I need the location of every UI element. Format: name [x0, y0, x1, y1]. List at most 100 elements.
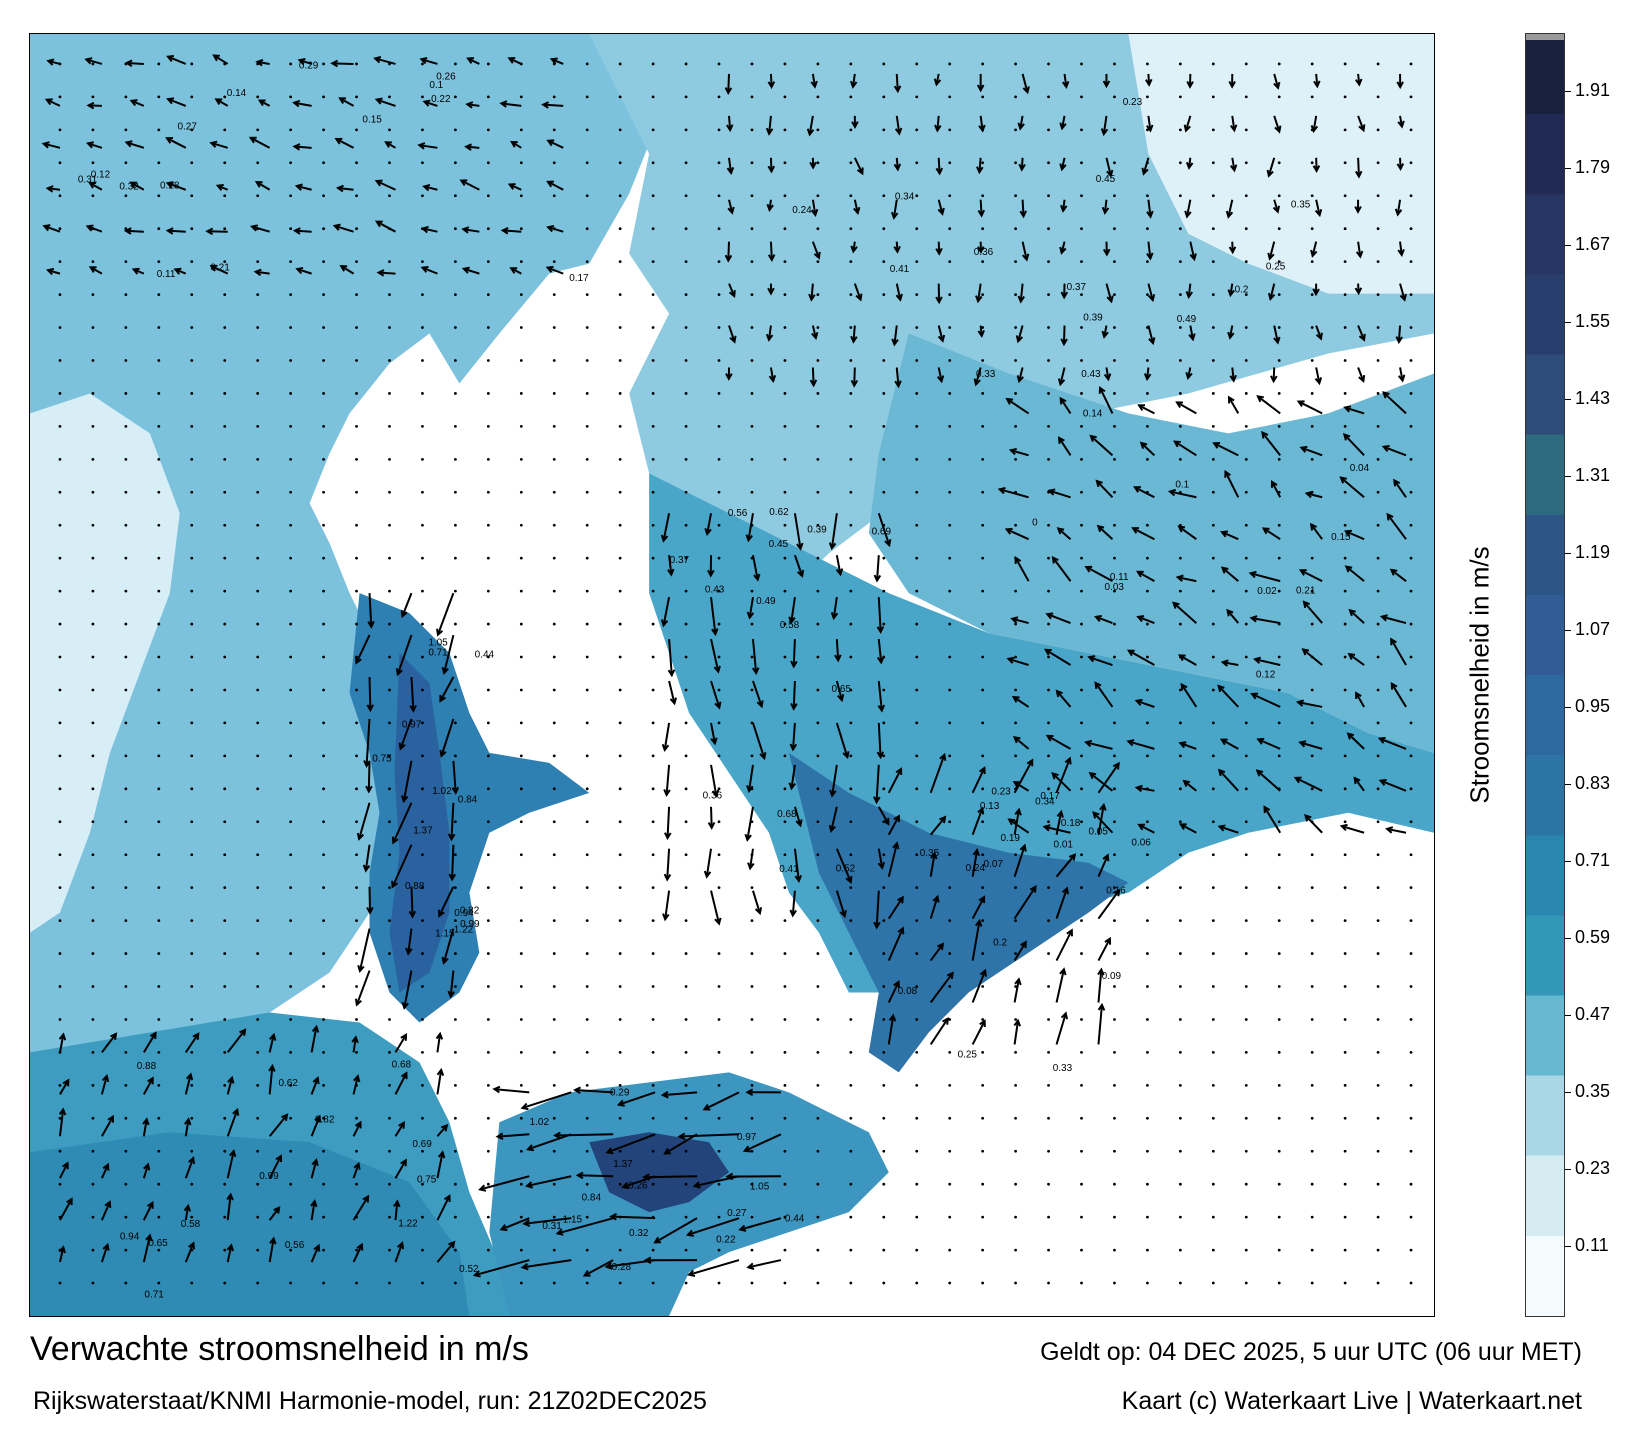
colorbar-tick-label: 0.83 [1575, 773, 1611, 794]
speed-label: 0.22 [716, 1235, 736, 1246]
colorbar-tick-label: 1.67 [1575, 233, 1611, 254]
colorbar-tick-label: 1.55 [1575, 310, 1611, 331]
speed-label: 0.35 [920, 848, 940, 859]
speed-label: 0.25 [1266, 261, 1286, 272]
speed-label: 0.21 [210, 263, 230, 274]
speed-label: 0.68 [392, 1059, 412, 1070]
valid-time: Geldt op: 04 DEC 2025, 5 uur UTC (06 uur… [1040, 1338, 1582, 1366]
speed-label: 0.23 [991, 786, 1011, 797]
speed-label: 0.16 [1106, 885, 1126, 896]
speed-label: 0.68 [777, 809, 797, 820]
speed-label: 0.13 [980, 801, 1000, 812]
grid-dots [58, 62, 1413, 1285]
speed-label: 0.28 [160, 180, 180, 191]
speed-label: 0.23 [1123, 97, 1143, 108]
speed-label: 0.18 [1061, 818, 1081, 829]
speed-labels: 0.21 0.1 0.17 0.15 0.14 0.12 0.11 0.22 0.31 0.29 0… [78, 60, 1370, 1300]
speed-label: 1.15 [435, 929, 455, 940]
colorbar-tick-label: 0.11 [1575, 1235, 1609, 1256]
colorbar-tick-label: 1.91 [1575, 79, 1611, 100]
current-arrows [41, 54, 1407, 1278]
speed-label: 0.88 [137, 1061, 157, 1072]
speed-label: 0.84 [582, 1192, 602, 1203]
speed-label: 0.11 [157, 269, 176, 280]
speed-label: 0.75 [417, 1174, 437, 1185]
speed-label: 0.65 [832, 684, 852, 695]
speed-label: 0.34 [1035, 797, 1055, 808]
water-north-light [1128, 34, 1434, 294]
speed-label: 0 [1032, 518, 1038, 529]
water-east-dark [788, 752, 1129, 1073]
speed-label: 0.45 [769, 539, 789, 550]
speed-label: 0.52 [459, 1264, 479, 1275]
speed-label: 0.43 [1081, 369, 1101, 380]
speed-label: 0.29 [299, 60, 319, 71]
speed-label: 0.35 [1291, 200, 1311, 211]
speed-label: 0.49 [1177, 314, 1197, 325]
speed-label: 0.62 [769, 507, 789, 518]
speed-label: 0.56 [285, 1240, 305, 1251]
speed-label: 0.39 [1083, 313, 1103, 324]
water-layer [30, 34, 1434, 1316]
speed-label: 0.94 [120, 1232, 140, 1243]
water-south-dark [589, 1132, 730, 1213]
speed-label: 0.33 [976, 369, 996, 380]
speed-label: 0.65 [148, 1238, 168, 1249]
speed-label: 0.62 [278, 1078, 298, 1089]
speed-label: 0.99 [259, 1171, 279, 1182]
speed-label: 0.17 [569, 273, 589, 284]
speed-label: 0.32 [119, 182, 139, 193]
speed-label: 0.08 [898, 986, 918, 997]
water-southwest-dark [30, 1132, 470, 1316]
speed-label: 0.32 [629, 1228, 649, 1239]
speed-label: 1.02 [530, 1117, 550, 1128]
colorbar-tick-label: 1.31 [1575, 464, 1611, 485]
speed-label: 0.26 [628, 1180, 648, 1191]
speed-label: 0.37 [670, 555, 690, 566]
speed-label: 0.41 [779, 864, 799, 875]
speed-label: 0.09 [1102, 971, 1122, 982]
speed-label: 0.71 [428, 647, 448, 658]
speed-label: 0.24 [966, 863, 986, 874]
speed-label: 0.31 [542, 1221, 562, 1232]
colorbar-tick-label: 0.47 [1575, 1004, 1611, 1025]
speed-label: 0.11 [1110, 572, 1129, 583]
speed-label: 0.75 [372, 753, 392, 764]
speed-label: 0.44 [785, 1213, 805, 1224]
colorbar-tick-label: 1.19 [1575, 542, 1611, 563]
speed-label: 1.05 [428, 638, 448, 649]
speed-label: 0.2 [993, 938, 1007, 949]
speed-label: 0.24 [792, 205, 812, 216]
speed-label: 0.17 [1040, 791, 1060, 802]
speed-label: 1.22 [454, 924, 474, 935]
colorbar-tick-label: 0.35 [1575, 1081, 1611, 1102]
speed-label: 0.27 [177, 122, 197, 133]
colorbar-tick-label: 1.79 [1575, 156, 1611, 177]
speed-label: 0.15 [1331, 532, 1351, 543]
speed-label: 0.44 [475, 650, 495, 661]
colorbar [1525, 33, 1565, 1317]
colorbar-tick-label: 0.95 [1575, 696, 1611, 717]
speed-label: 0.52 [836, 864, 856, 875]
colorbar-tick-label: 0.59 [1575, 927, 1611, 948]
speed-label: 0.1 [1175, 480, 1189, 491]
speed-label: 0.41 [890, 264, 910, 275]
speed-label: 0.43 [705, 585, 725, 596]
speed-label: 0.99 [460, 919, 480, 930]
speed-label: 0.15 [362, 114, 382, 125]
current-speed-map[interactable]: 0.21 0.1 0.17 0.15 0.14 0.12 0.11 0.22 0.31 0.29 0… [29, 33, 1435, 1317]
speed-label: 0.37 [1067, 282, 1087, 293]
map-canvas: 0.21 0.1 0.17 0.15 0.14 0.12 0.11 0.22 0.31 0.29 0… [30, 34, 1434, 1316]
speed-label: 0.49 [756, 596, 776, 607]
colorbar-tick-label: 0.23 [1575, 1158, 1611, 1179]
speed-label: 0.56 [728, 508, 748, 519]
colorbar-ticks: 0.11 0.23 0.35 0.47 0.59 0.71 0.83 0.95 1.07 1.19… [1565, 33, 1625, 1317]
colorbar-tick-label: 1.07 [1575, 619, 1611, 640]
speed-label: 0.25 [958, 1049, 978, 1060]
speed-label: 0.27 [727, 1208, 747, 1219]
speed-label: 0.58 [181, 1219, 201, 1230]
speed-label: 0.12 [1256, 669, 1276, 680]
speed-label: 0.88 [405, 881, 425, 892]
speed-label: 0.97 [737, 1132, 757, 1143]
speed-label: 0.71 [144, 1289, 164, 1300]
